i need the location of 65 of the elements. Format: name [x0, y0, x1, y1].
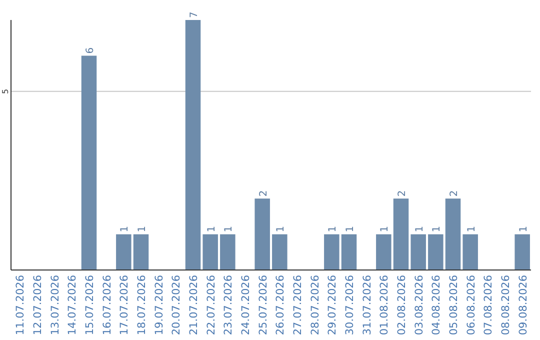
bar — [254, 198, 270, 270]
x-tick-label: 26.07.2026 — [274, 274, 287, 336]
bar — [428, 234, 444, 270]
x-tick-label: 06.08.2026 — [465, 274, 478, 336]
bar — [514, 234, 530, 270]
bar — [185, 20, 201, 270]
x-tick-label: 30.07.2026 — [344, 274, 356, 336]
bar — [341, 234, 357, 270]
data-label: 7 — [189, 12, 200, 18]
bar — [410, 234, 426, 270]
bar — [133, 234, 149, 270]
x-tick-label: 25.07.2026 — [257, 274, 270, 336]
data-label: 2 — [258, 190, 270, 197]
data-label: 2 — [449, 190, 460, 197]
x-tick-label: 29.07.2026 — [326, 274, 339, 336]
x-tick-label: 15.07.2026 — [84, 274, 96, 336]
x-tick-label: 02.08.2026 — [396, 274, 408, 336]
x-tick-label: 17.07.2026 — [118, 274, 131, 336]
x-tick-label: 04.08.2026 — [430, 274, 443, 336]
bar — [116, 234, 132, 270]
x-tick-label: 13.07.2026 — [49, 274, 62, 336]
x-tick-label: 07.08.2026 — [482, 274, 495, 336]
x-tick-label: 31.07.2026 — [361, 274, 374, 336]
bar — [393, 198, 409, 270]
x-tick-label: 08.08.2026 — [500, 274, 512, 336]
x-tick-label: 11.07.2026 — [14, 274, 27, 336]
bar — [81, 56, 97, 270]
data-label: 1 — [518, 226, 530, 232]
x-tick-label: 24.07.2026 — [240, 274, 252, 336]
data-label: 1 — [224, 226, 235, 232]
x-tick-label: 03.08.2026 — [413, 274, 426, 336]
data-label: 1 — [466, 226, 478, 232]
x-tick-label: 22.07.2026 — [205, 274, 218, 336]
bar — [376, 234, 392, 270]
data-label: 1 — [345, 226, 356, 232]
x-tick-label: 20.07.2026 — [170, 274, 183, 336]
data-label: 1 — [276, 226, 287, 232]
x-tick-label: 27.07.2026 — [292, 274, 304, 336]
x-tick-label: 23.07.2026 — [222, 274, 235, 336]
data-label: 1 — [432, 226, 443, 232]
data-label: 1 — [380, 226, 391, 232]
x-tick-label: 05.08.2026 — [448, 274, 460, 336]
x-tick-label: 14.07.2026 — [66, 274, 79, 336]
bar — [220, 234, 236, 270]
data-label: 6 — [85, 47, 96, 54]
x-tick-label: 18.07.2026 — [136, 274, 148, 336]
x-tick-label: 28.07.2026 — [309, 274, 322, 336]
bar — [445, 198, 461, 270]
data-label: 1 — [137, 226, 148, 232]
bar — [462, 234, 478, 270]
x-tick-label: 01.08.2026 — [378, 274, 391, 336]
x-tick-label: 21.07.2026 — [188, 274, 200, 336]
bar — [202, 234, 218, 270]
bar — [324, 234, 340, 270]
data-label: 1 — [206, 226, 218, 232]
x-tick-label: 16.07.2026 — [101, 274, 114, 336]
bar — [272, 234, 288, 270]
data-label: 1 — [414, 226, 426, 232]
data-label: 1 — [120, 226, 131, 232]
data-label: 2 — [397, 190, 408, 197]
data-label: 1 — [328, 226, 339, 232]
x-tick-label: 09.08.2026 — [517, 274, 530, 336]
x-tick-label: 12.07.2026 — [32, 274, 44, 336]
y-tick-label: 5 — [1, 88, 10, 94]
x-tick-label: 19.07.2026 — [153, 274, 166, 336]
